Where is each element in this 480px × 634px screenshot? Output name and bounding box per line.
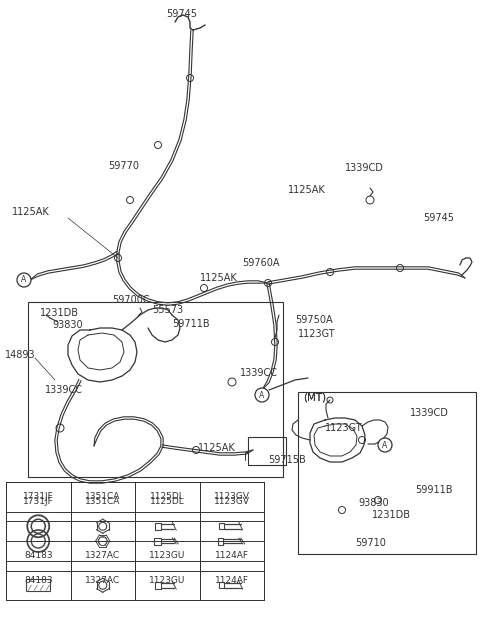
Text: 1339CD: 1339CD [345,163,384,173]
Text: (MT): (MT) [303,392,326,402]
Text: 1123GT: 1123GT [298,329,336,339]
Text: 84183: 84183 [24,551,53,560]
Text: 1125DL: 1125DL [150,492,185,501]
Text: 59750A: 59750A [295,315,333,325]
Text: 59711B: 59711B [172,319,210,329]
Text: 14893: 14893 [5,350,36,360]
Bar [154,538,161,545]
Text: 1327AC: 1327AC [85,551,120,560]
Text: 55573: 55573 [152,305,183,315]
Text: 1125DL: 1125DL [150,497,185,506]
Text: A: A [22,276,26,285]
Text: 1339CD: 1339CD [410,408,449,418]
Text: 1339CC: 1339CC [45,385,83,395]
Text: 1123GU: 1123GU [149,551,185,560]
Text: 59745: 59745 [423,213,454,223]
Text: A: A [383,441,388,450]
Circle shape [255,388,269,402]
Text: 93830: 93830 [52,320,83,330]
Text: 59770: 59770 [108,161,139,171]
Text: 1123GV: 1123GV [214,497,250,506]
Text: 1351CA: 1351CA [85,492,120,501]
Text: 59710: 59710 [355,538,386,548]
Text: 1123GT: 1123GT [325,423,362,433]
Circle shape [17,273,31,287]
Text: 59911B: 59911B [415,485,453,495]
Text: 1339CC: 1339CC [240,368,278,378]
Text: 59715B: 59715B [268,455,306,465]
Text: 93830: 93830 [358,498,389,508]
Text: 1125AK: 1125AK [198,443,236,453]
Text: 1124AF: 1124AF [215,551,249,560]
Text: 1351CA: 1351CA [85,497,120,506]
Bar [155,582,161,589]
Bar [298,392,476,554]
Bar [219,523,224,529]
Text: (MT): (MT) [303,392,326,402]
Bar [28,302,283,477]
Text: 84183: 84183 [24,576,53,585]
Text: A: A [259,391,264,399]
Text: 1327AC: 1327AC [85,576,120,585]
Bar [248,437,286,465]
Text: 1123GU: 1123GU [149,576,185,585]
Text: 1731JF: 1731JF [23,497,54,506]
Bar [155,523,161,530]
Bar [218,538,223,545]
Text: 59760A: 59760A [242,258,279,268]
Text: 1124AF: 1124AF [215,576,249,585]
Text: 1231DB: 1231DB [40,308,79,318]
Text: 1125AK: 1125AK [200,273,238,283]
Bar [219,582,224,588]
Text: 1125AK: 1125AK [288,185,326,195]
Circle shape [378,438,392,452]
Text: 59700C: 59700C [112,295,150,305]
Text: 1731JF: 1731JF [23,492,54,501]
Text: 1123GV: 1123GV [214,492,250,501]
Text: 59745: 59745 [166,9,197,19]
Bar [26,579,50,592]
Text: 1125AK: 1125AK [12,207,50,217]
Text: 1231DB: 1231DB [372,510,411,520]
